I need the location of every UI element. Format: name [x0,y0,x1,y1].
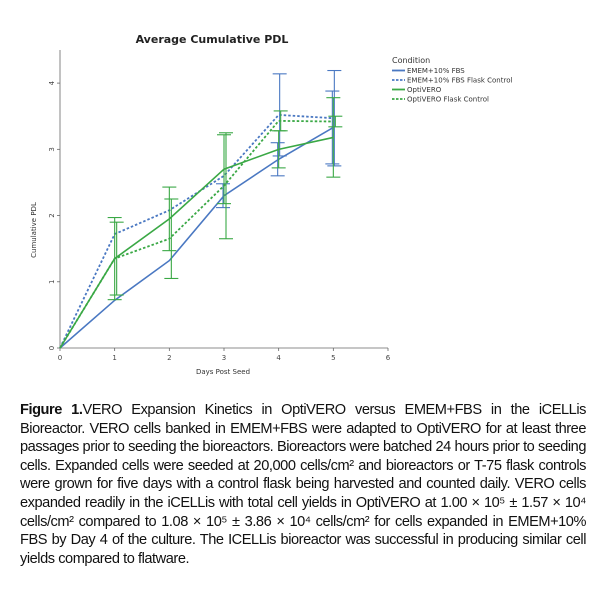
y-tick-label: 2 [48,213,56,217]
x-tick-label: 3 [222,354,226,362]
legend-item: EMEM+10% FBS Flask Control [392,77,512,85]
legend-label: OptiVERO [407,86,442,94]
x-tick-label: 2 [167,354,171,362]
y-tick-label: 0 [48,346,56,350]
x-tick-label: 0 [58,354,62,362]
x-tick-label: 5 [331,354,335,362]
legend-label: EMEM+10% FBS Flask Control [407,77,512,85]
legend-title: Condition [392,56,430,65]
chart-title: Average Cumulative PDL [136,33,289,46]
series-1 [59,90,340,349]
caption-text: VERO Expansion Kinetics in OptiVERO vers… [20,402,586,567]
x-tick-label: 6 [386,354,391,362]
series-line [59,126,334,349]
series-4 [59,110,343,349]
plot-area: 0 1 2 3 4 5 6 0 1 2 3 4 [48,50,391,362]
y-tick-label: 4 [48,80,56,85]
figure-label: Figure 1. [20,402,83,418]
legend-item: OptiVERO [392,86,442,94]
x-axis-label: Days Post Seed [196,368,250,376]
series-line [59,119,334,349]
legend-item: EMEM+10% FBS [392,67,465,75]
legend: Condition EMEM+10% FBS EMEM+10% FBS Flask… [392,56,512,104]
y-axis-label: Cumulative PDL [30,202,38,258]
y-tick-label: 3 [48,147,56,151]
series-line [59,136,334,349]
y-tick-label: 1 [48,280,56,284]
legend-label: OptiVERO Flask Control [407,96,489,104]
chart: Average Cumulative PDL 0 1 2 3 4 5 6 0 1 2 3 4 Day… [30,33,512,376]
figure-caption: Figure 1.VERO Expansion Kinetics in Opti… [20,401,586,568]
series-2 [59,69,342,349]
x-tick-label: 4 [276,354,281,362]
x-tick-label: 1 [112,354,116,362]
legend-label: EMEM+10% FBS [407,67,465,75]
legend-item: OptiVERO Flask Control [392,96,489,104]
